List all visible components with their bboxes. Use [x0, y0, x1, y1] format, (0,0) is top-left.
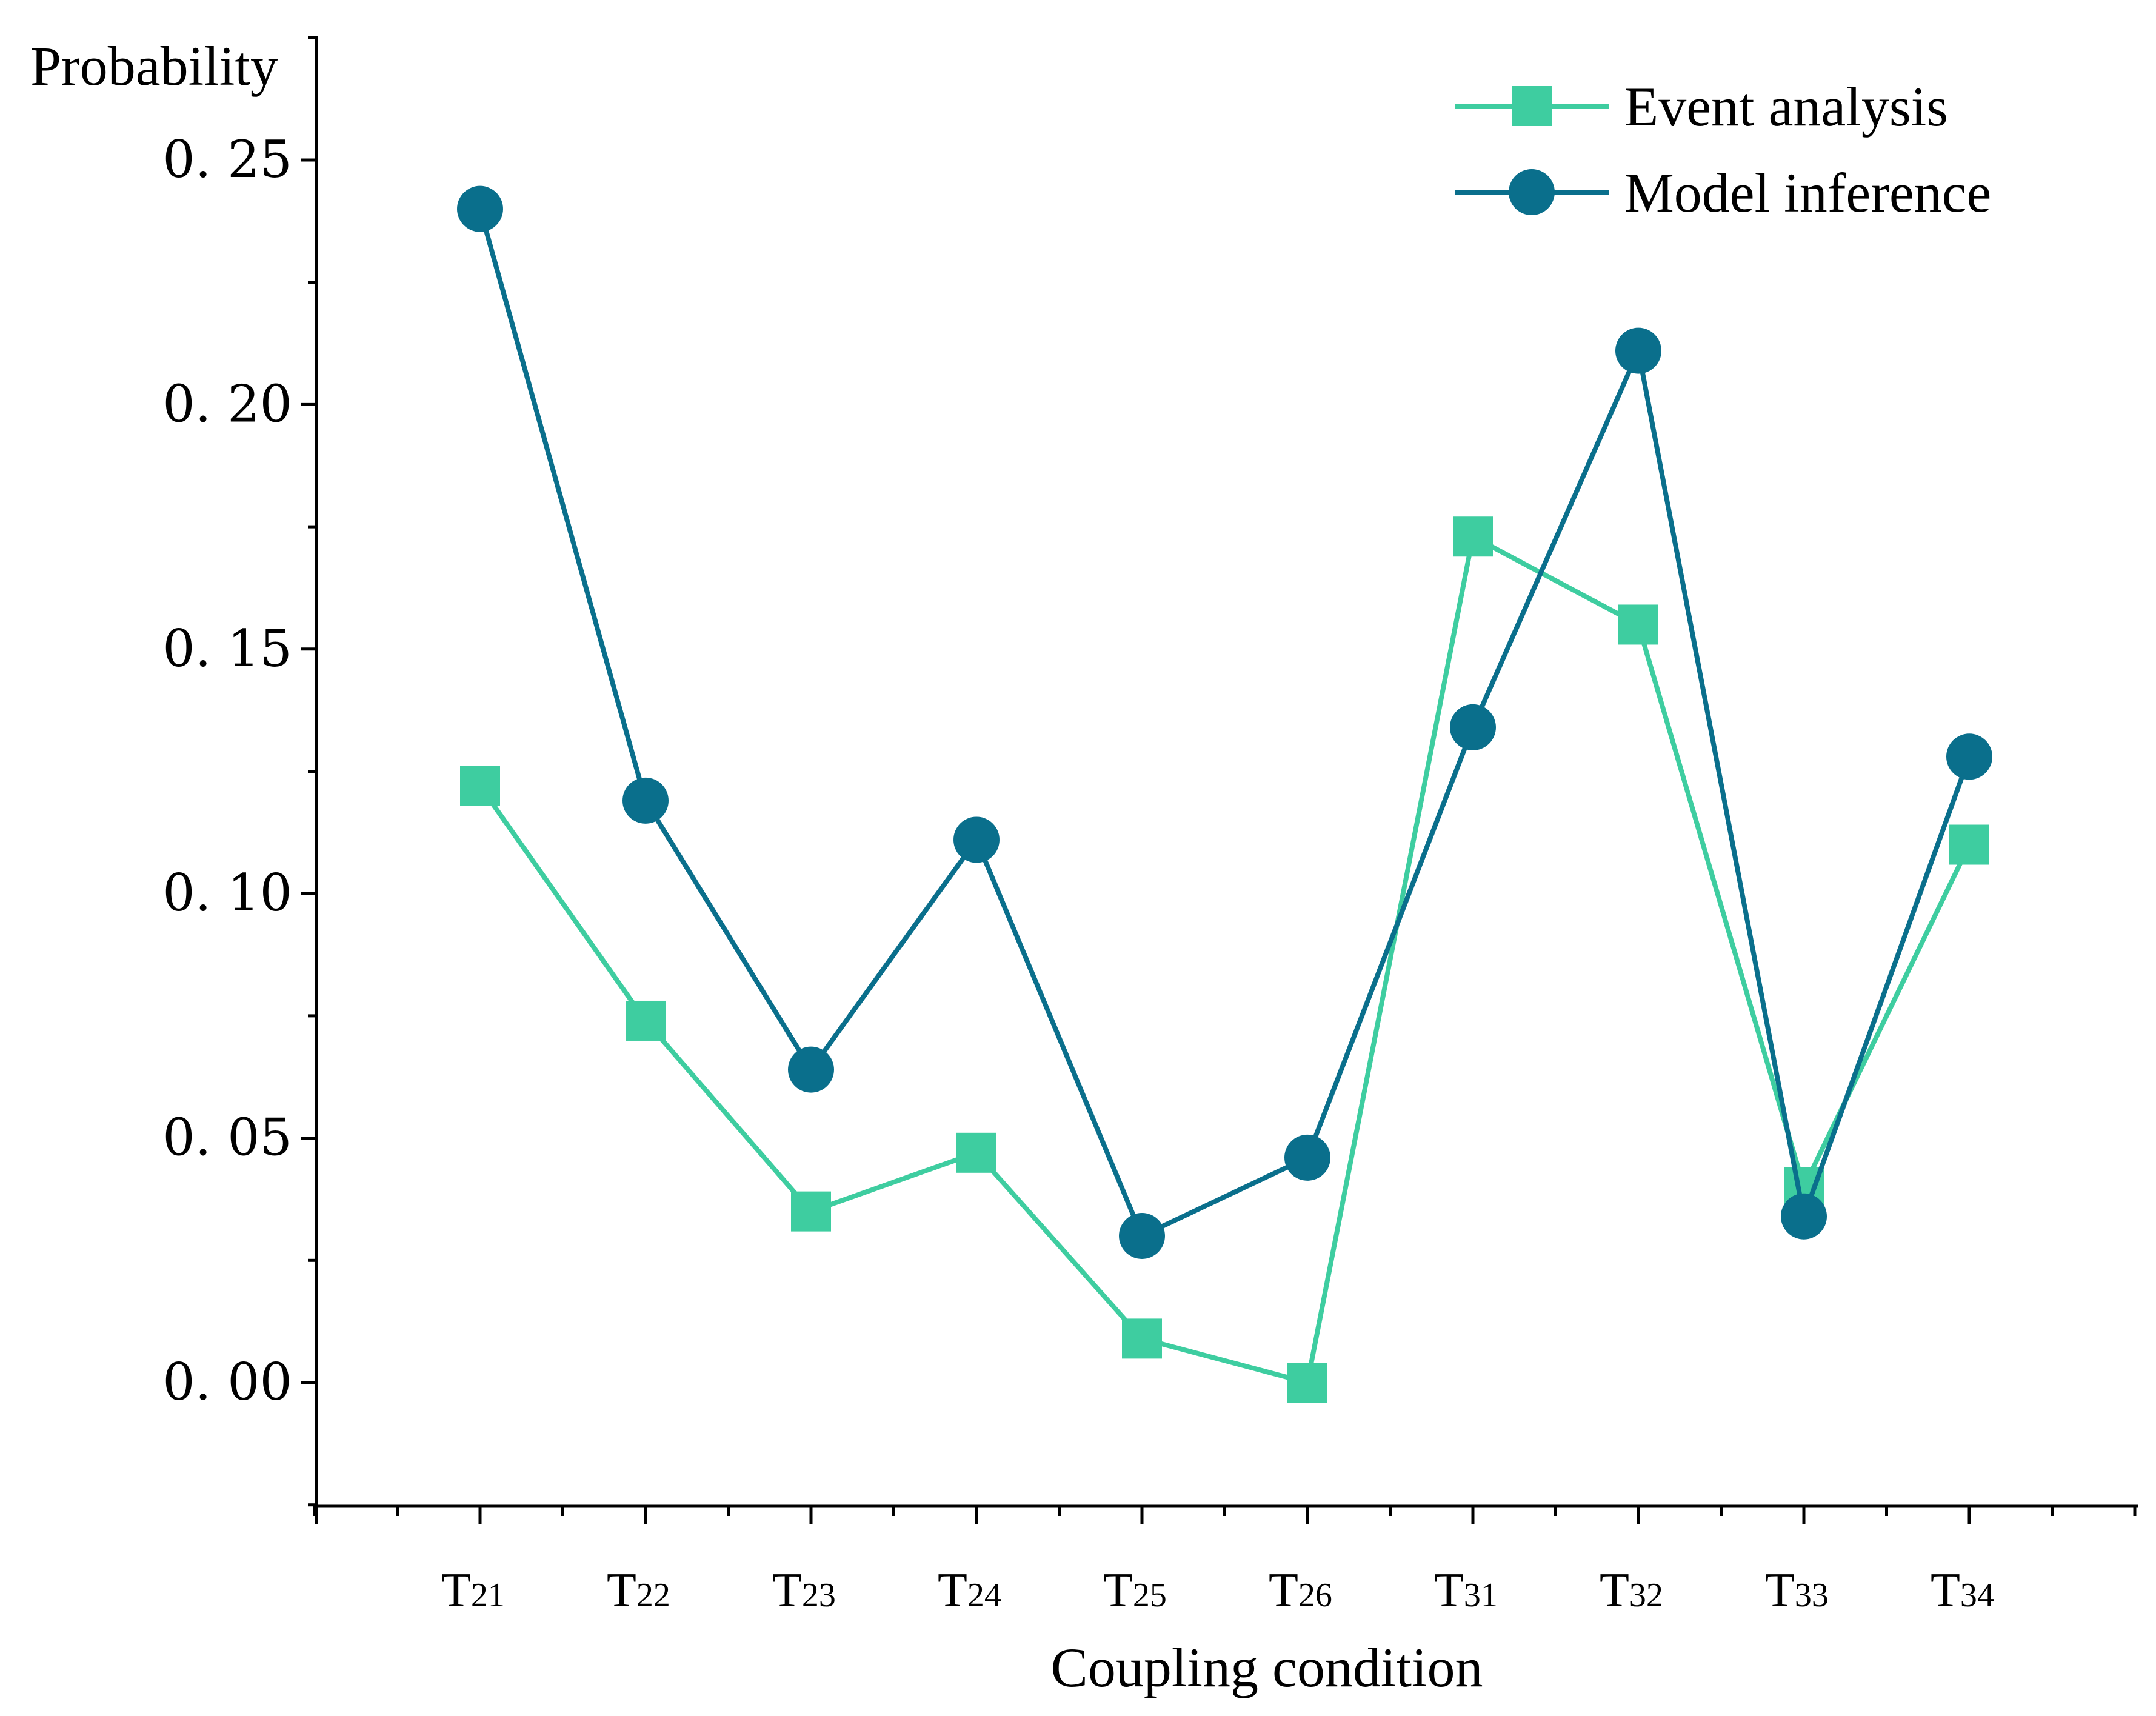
data-point-square	[626, 1000, 666, 1041]
x-ticks: T21 T22 T23 T24 T25 T26 T31 T32 T33 T34	[313, 1506, 2137, 1617]
x-tick-label: T26	[1269, 1564, 1332, 1617]
x-tick-label: T24	[938, 1564, 1001, 1617]
data-point-square	[1287, 1363, 1327, 1403]
x-tick-label: T22	[607, 1564, 670, 1617]
data-point-circle	[1284, 1134, 1330, 1181]
data-point-circle	[1450, 704, 1496, 750]
series-line	[478, 208, 1972, 1238]
legend-label: Model inference	[1624, 162, 1991, 224]
y-axis-title: Probability	[30, 35, 278, 97]
x-tick-label: T31	[1434, 1564, 1498, 1617]
x-tick-label: T21	[441, 1564, 505, 1617]
data-point-square	[1618, 604, 1658, 645]
data-point-square	[1949, 824, 1989, 865]
data-point-circle	[953, 816, 1000, 863]
x-tick-label: T32	[1600, 1564, 1663, 1617]
x-axis-title: Coupling condition	[1051, 1637, 1483, 1698]
data-point-square	[791, 1191, 831, 1232]
x-tick-label: T34	[1931, 1564, 1994, 1617]
legend-item: Event analysis	[1455, 76, 1948, 138]
series-line	[478, 534, 1972, 1385]
y-tick-label: 0. 15	[162, 619, 292, 678]
data-point-circle	[622, 777, 669, 824]
data-point-square	[956, 1132, 996, 1173]
data-point-square	[460, 766, 500, 806]
data-point-circle	[1781, 1193, 1827, 1240]
y-tick-label: 0. 05	[162, 1108, 292, 1167]
data-point-circle	[457, 185, 503, 232]
series-event-analysis	[460, 516, 1989, 1403]
y-tick-label: 0. 25	[162, 130, 292, 189]
x-tick-label: T25	[1103, 1564, 1167, 1617]
legend-item: Model inference	[1455, 162, 1991, 224]
data-point-square	[1122, 1318, 1162, 1359]
data-point-circle	[1615, 327, 1661, 374]
legend: Event analysis Model inference	[1455, 76, 1991, 224]
axes	[315, 36, 2138, 1508]
legend-marker-circle	[1509, 169, 1555, 215]
x-tick-label: T23	[772, 1564, 836, 1617]
legend-label: Event analysis	[1624, 76, 1948, 138]
data-point-circle	[788, 1046, 834, 1093]
x-tick-label: T33	[1765, 1564, 1829, 1617]
y-tick-label: 0. 10	[162, 863, 292, 923]
data-point-circle	[1946, 733, 1992, 780]
series-layer	[457, 185, 1992, 1403]
y-ticks: 0. 00 0. 05 0. 10 0. 15 0. 20 0. 25	[162, 36, 316, 1507]
legend-marker-square	[1512, 86, 1552, 126]
data-point-square	[1453, 516, 1493, 557]
data-point-circle	[1119, 1212, 1165, 1259]
y-tick-label: 0. 00	[162, 1352, 292, 1412]
y-tick-label: 0. 20	[162, 374, 292, 433]
series-model-inference	[457, 185, 1992, 1259]
